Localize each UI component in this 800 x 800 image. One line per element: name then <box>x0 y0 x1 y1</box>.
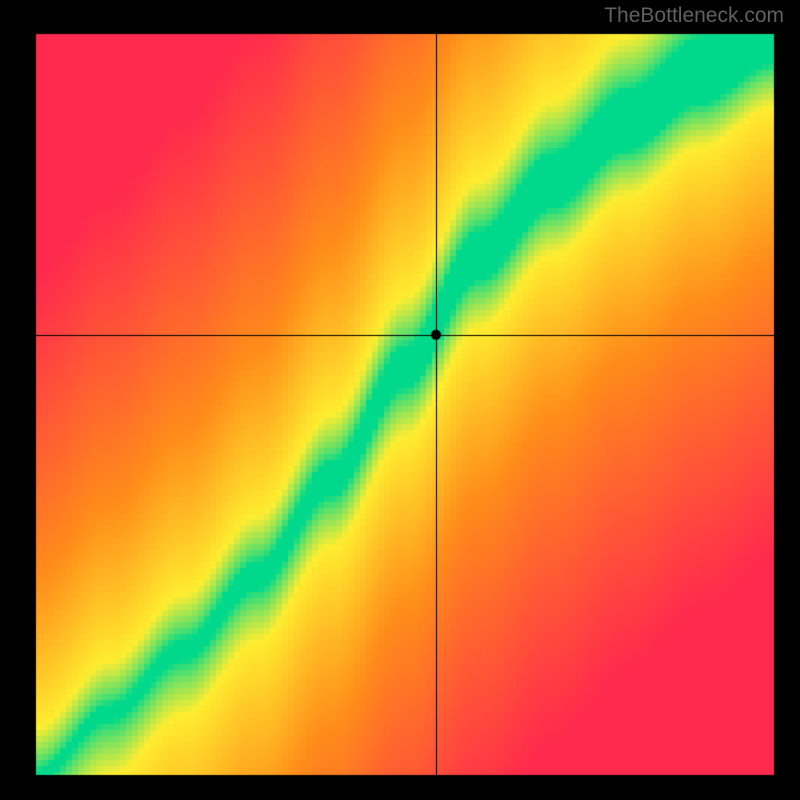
watermark-text: TheBottleneck.com <box>604 4 784 28</box>
chart-container: TheBottleneck.com <box>0 0 800 800</box>
heatmap-canvas <box>0 0 800 800</box>
